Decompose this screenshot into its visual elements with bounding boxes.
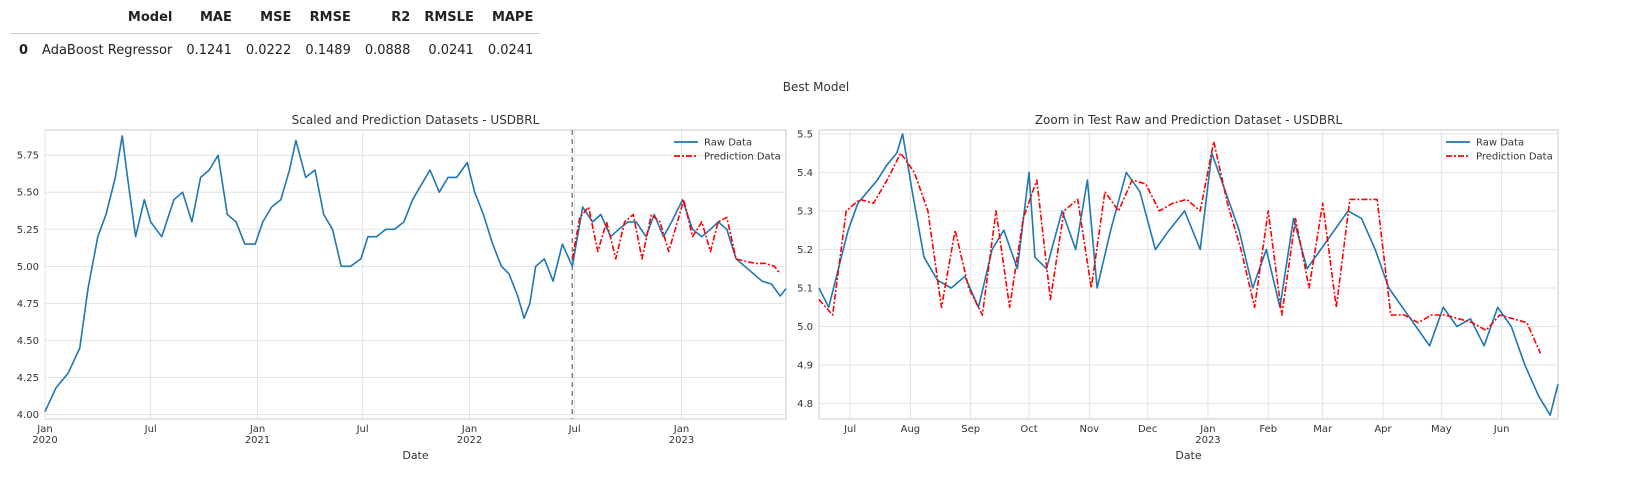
y-tick-label: 4.9 <box>797 361 813 372</box>
x-tick-label: Feb <box>1259 424 1277 435</box>
y-tick-label: 5.2 <box>797 245 813 256</box>
mse-cell: 0.0222 <box>245 43 292 58</box>
y-tick-label: 5.75 <box>17 151 39 162</box>
x-tick-label: 2023 <box>1195 435 1220 446</box>
y-tick-label: 5.4 <box>797 168 813 179</box>
plot-area <box>818 129 1559 420</box>
y-tick-label: 5.0 <box>797 322 813 333</box>
table-header-cell: RMSLE <box>417 6 481 34</box>
table-row: 0 AdaBoost Regressor 0.1241 0.0222 0.148… <box>10 34 540 63</box>
legend-label: Raw Data <box>704 138 752 149</box>
rmse-cell: 0.1489 <box>305 43 351 58</box>
x-tick-label: Aug <box>901 424 921 435</box>
model-name-cell: AdaBoost Regressor <box>42 43 173 58</box>
chart-panel-2: Zoom in Test Raw and Prediction Dataset … <box>797 113 1559 462</box>
legend-label: Prediction Data <box>1476 152 1553 163</box>
x-tick-label: Jul <box>144 424 157 435</box>
x-tick-label: Mar <box>1313 424 1333 435</box>
x-tick-label: Jan <box>1199 424 1215 435</box>
y-tick-label: 5.5 <box>797 129 813 140</box>
mape-cell: 0.0241 <box>487 43 534 58</box>
x-tick-label: Dec <box>1138 424 1157 435</box>
legend-label: Prediction Data <box>704 152 781 163</box>
y-tick-label: 4.00 <box>17 410 39 421</box>
x-tick-label: Jul <box>843 424 856 435</box>
x-tick-label: 2020 <box>32 435 57 446</box>
y-tick-label: 4.25 <box>17 373 39 384</box>
mae-cell: 0.1241 <box>186 43 232 58</box>
x-tick-label: Jul <box>568 424 581 435</box>
y-tick-label: 5.50 <box>17 188 39 199</box>
table-header-cell: MSE <box>238 6 299 34</box>
chart-title: Scaled and Prediction Datasets - USDBRL <box>292 113 540 127</box>
chart-title: Zoom in Test Raw and Prediction Dataset … <box>1035 113 1343 127</box>
x-axis-title: Date <box>1175 449 1202 462</box>
x-tick-label: Jan <box>249 424 265 435</box>
y-tick-label: 5.00 <box>17 262 39 273</box>
table-header-cell <box>10 6 36 34</box>
x-tick-label: Jan <box>461 424 477 435</box>
legend-label: Raw Data <box>1476 138 1524 149</box>
x-tick-label: Jun <box>1493 424 1510 435</box>
y-tick-label: 4.8 <box>797 399 813 410</box>
y-tick-label: 4.75 <box>17 299 39 310</box>
x-tick-label: Sep <box>961 424 980 435</box>
raw-data-line <box>818 133 1559 416</box>
y-tick-label: 5.3 <box>797 206 813 217</box>
table-header-row: Model MAE MSE RMSE R2 RMSLE MAPE <box>10 6 541 34</box>
x-axis-title: Date <box>402 449 429 462</box>
y-tick-label: 4.50 <box>17 336 39 347</box>
chart-panel-1: Scaled and Prediction Datasets - USDBRL 4… <box>17 113 787 462</box>
table-header-cell: MAE <box>179 6 239 34</box>
table-header-cell: RMSE <box>298 6 358 34</box>
figure-suptitle: Best Model <box>782 80 850 94</box>
y-tick-label: 5.25 <box>17 225 39 236</box>
r2-cell: 0.0888 <box>364 43 411 58</box>
table-header-cell: R2 <box>357 6 418 34</box>
y-tick-label: 5.1 <box>797 283 813 294</box>
rmsle-cell: 0.0241 <box>428 43 474 58</box>
x-tick-label: Nov <box>1080 424 1100 435</box>
raw-data-line <box>44 135 787 412</box>
x-tick-label: 2022 <box>457 435 482 446</box>
prediction-data-line <box>818 140 1542 354</box>
table-header-cell: MAPE <box>480 6 541 34</box>
table-header-cell: Model <box>35 6 180 34</box>
x-tick-label: Oct <box>1020 424 1037 435</box>
row-index: 0 <box>19 43 29 58</box>
x-tick-label: Jul <box>356 424 369 435</box>
x-tick-label: Jan <box>673 424 689 435</box>
x-tick-label: 2023 <box>669 435 694 446</box>
metrics-table: Model MAE MSE RMSE R2 RMSLE MAPE 0 AdaBo… <box>10 6 541 63</box>
x-tick-label: Apr <box>1374 424 1392 435</box>
x-tick-label: 2021 <box>245 435 270 446</box>
x-tick-label: Jan <box>36 424 52 435</box>
plot-area <box>44 129 787 420</box>
x-tick-label: May <box>1431 424 1452 435</box>
